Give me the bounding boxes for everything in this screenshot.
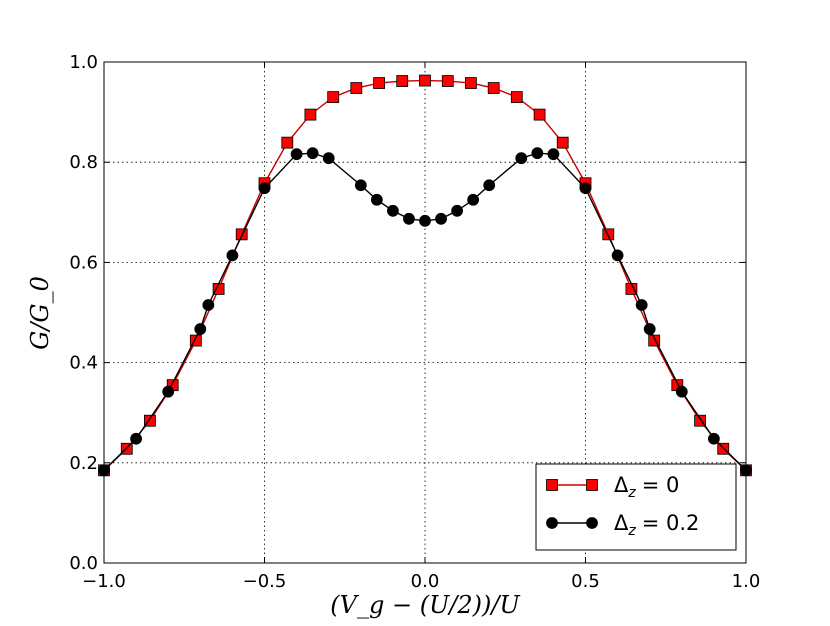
series-delta-z-0-2-point [708, 432, 720, 445]
series-delta-z-0-point [281, 136, 294, 149]
legend-subscript: z [627, 485, 636, 501]
series-delta-z-0-2-point [386, 204, 399, 217]
x-axis-label: (V_g − (U/2))/U [330, 591, 520, 619]
series-delta-z-0-point [441, 75, 454, 87]
legend-entry-delta-z-0-marker [546, 479, 558, 491]
series-delta-z-0-point [350, 82, 363, 94]
series-layer [98, 74, 752, 477]
series-delta-z-0-2-point [483, 179, 496, 192]
legend-entry-delta-z-0-label: Δz = 0 [614, 473, 679, 501]
legend: Δz = 0 Δz = 0.2 [535, 463, 737, 551]
y-tick-label: 0.6 [69, 252, 98, 273]
legend-box [535, 463, 737, 551]
series-delta-z-0-2-point [322, 152, 335, 165]
series-delta-z-0-2-point [194, 323, 207, 335]
x-tick-label: −1.0 [82, 571, 126, 592]
y-tick-label: 0.8 [69, 152, 98, 173]
series-delta-z-0-point [465, 77, 477, 89]
axes-ticks: −1.0 −0.5 0.0 0.5 1.0 0.0 0.2 0.4 0.6 0.8 1.0 [69, 52, 760, 592]
y-axis-label: G/G_0 [26, 276, 54, 350]
series-delta-z-0-2-point [226, 249, 239, 262]
legend-entry-delta-z-0: Δz = 0 [546, 473, 679, 501]
series-delta-z-0-2-point [531, 147, 544, 160]
series-delta-z-0-2-point [306, 147, 319, 160]
legend-entry-delta-z-0-2: Δz = 0.2 [546, 511, 699, 539]
series-delta-z-0-2-point [370, 193, 383, 206]
series-delta-z-0-2-point [130, 432, 143, 445]
series-delta-z-0-point [510, 91, 523, 103]
series-delta-z-0-2-point [202, 299, 215, 311]
series-delta-z-0-2-point [435, 212, 447, 225]
legend-symbol: Δ [614, 473, 629, 497]
y-tick-label: 0.4 [69, 353, 98, 374]
series-delta-z-0-point [304, 108, 317, 121]
x-tick-label: 0.5 [571, 571, 600, 592]
legend-entry-delta-z-0-2-label: Δz = 0.2 [614, 511, 699, 539]
series-delta-z-0-2-point [354, 179, 367, 192]
series-delta-z-0-2-point [451, 204, 464, 217]
legend-value: = 0 [642, 473, 680, 497]
y-tick-label: 1.0 [69, 52, 98, 73]
legend-value: = 0.2 [642, 511, 700, 535]
series-delta-z-0-point [648, 334, 661, 347]
x-tick-label: 0.0 [411, 571, 440, 592]
legend-entry-delta-z-0-2-marker [586, 517, 598, 529]
legend-subscript: z [627, 523, 636, 539]
series-delta-z-0-2-point [403, 212, 415, 225]
series-delta-z-0-point [327, 91, 340, 103]
series-delta-z-0-point [144, 414, 156, 427]
x-tick-label: −0.5 [243, 571, 287, 592]
series-delta-z-0-2-point [579, 182, 592, 195]
series-delta-z-0-2-point [419, 214, 431, 227]
series-delta-z-0-2-point [675, 385, 688, 398]
y-tick-label: 0.0 [69, 553, 98, 574]
series-delta-z-0-2-point [635, 299, 648, 311]
y-tick-label: 0.2 [69, 453, 98, 474]
series-delta-z-0-point [189, 334, 202, 347]
series-delta-z-0-2-point [258, 182, 271, 195]
series-delta-z-0-2-point [467, 193, 480, 206]
legend-entry-delta-z-0-marker [586, 479, 598, 491]
series-delta-z-0-2-point [547, 148, 560, 161]
series-delta-z-0-2-point [643, 323, 656, 335]
series-delta-z-0-2-point [162, 385, 175, 398]
series-delta-z-0-point [419, 74, 431, 87]
legend-entry-delta-z-0-2-marker [546, 517, 558, 529]
legend-symbol: Δ [614, 511, 629, 535]
series-delta-z-0-2-point [611, 249, 624, 262]
x-tick-label: 1.0 [732, 571, 761, 592]
series-delta-z-0-2-point [515, 152, 528, 165]
series-delta-z-0-point [373, 77, 385, 89]
series-delta-z-0-point [533, 108, 546, 121]
series-delta-z-0-2-point [290, 148, 303, 161]
series-delta-z-0-point [694, 414, 706, 427]
series-delta-z-0-point [396, 75, 409, 87]
series-delta-z-0-point [487, 82, 500, 94]
series-delta-z-0-point [556, 136, 569, 149]
